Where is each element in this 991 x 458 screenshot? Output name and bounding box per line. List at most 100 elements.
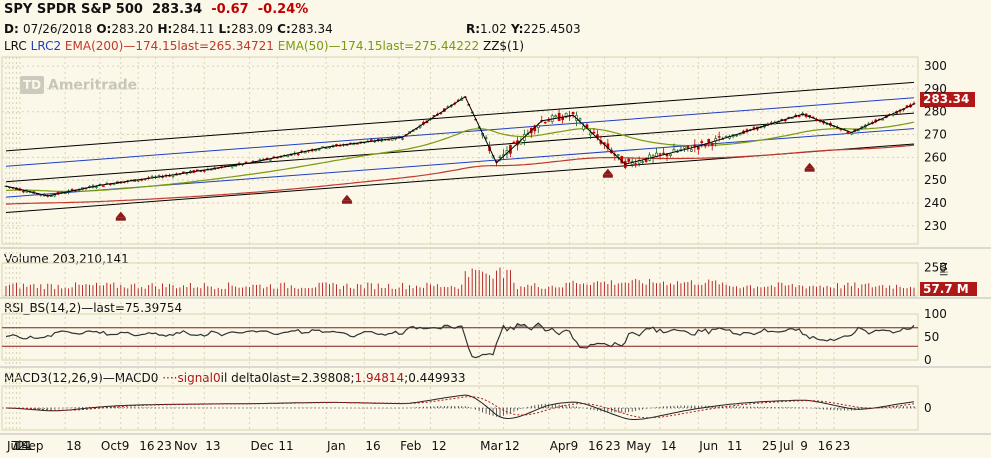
- time-axis-label: 23: [835, 439, 850, 453]
- candle-body: [512, 141, 516, 144]
- time-axis-label: Jul: [6, 439, 21, 453]
- candle-body: [22, 190, 25, 193]
- candle-body: [707, 139, 711, 143]
- ry-row: R:1.02 Y:225.4503: [466, 22, 581, 36]
- time-axis-label: 23: [605, 439, 620, 453]
- rsi-title: RSI_BS(14,2)—last=75.39754: [4, 301, 182, 315]
- price-tick-label: 260: [924, 150, 947, 164]
- ameritrade-wordmark: Ameritrade: [47, 77, 138, 94]
- candle-body: [627, 158, 631, 162]
- lrc-upper-line: [5, 81, 915, 152]
- high-label: H:: [157, 22, 173, 36]
- study-zigzag: ZZ$(1): [482, 39, 525, 53]
- rsi-tick-label: 100: [924, 307, 947, 321]
- delta-label: il delta: [220, 371, 262, 385]
- candle-body: [717, 136, 721, 138]
- open-label: O:: [96, 22, 112, 36]
- time-axis-label: Dec: [251, 439, 274, 453]
- candle-body: [592, 131, 596, 134]
- time-axis-label: 23: [157, 439, 172, 453]
- candle-body: [797, 115, 801, 118]
- time-axis-label: Feb: [400, 439, 421, 453]
- time-axis-label: 12: [431, 439, 446, 453]
- candle-body: [202, 170, 206, 172]
- symbol-name: SPY SPDR S&P 500: [4, 2, 143, 17]
- candle-body: [912, 102, 916, 105]
- symbol-title: SPY SPDR S&P 500 283.34 -0.67 -0.24%: [4, 2, 308, 17]
- candle-body: [498, 156, 502, 159]
- macd-signal-last-value: 1.94814: [354, 371, 405, 385]
- candle-body: [63, 192, 67, 195]
- lrc2-upper-line: [5, 97, 915, 167]
- time-axis-label: 11: [278, 439, 293, 453]
- macd-signal-line: [6, 396, 915, 419]
- signal-label: signal: [177, 371, 214, 385]
- macd-delta-last-value: 0.449933: [408, 371, 466, 385]
- trend-marker-base: [341, 200, 352, 204]
- candle-body: [641, 161, 644, 163]
- time-axis-label: 16: [139, 439, 154, 453]
- candle-body: [571, 112, 575, 115]
- candle-body: [95, 186, 98, 188]
- candle-body: [554, 115, 558, 118]
- close-value: 283.34: [290, 22, 333, 36]
- candle-body: [710, 143, 714, 146]
- candle-body: [735, 134, 738, 137]
- candle-body: [564, 113, 568, 118]
- td-ameritrade-watermark: TD Ameritrade: [20, 76, 137, 94]
- signal-value: 0: [213, 371, 221, 385]
- macd-line: [5, 394, 915, 420]
- delta-value: 0: [261, 371, 270, 385]
- low-label: L:: [218, 22, 231, 36]
- last-price: 283.34: [152, 2, 203, 17]
- time-axis-label: Apr: [550, 439, 571, 453]
- rsi-overbought-fill: [6, 323, 914, 328]
- macd-label: MACD: [114, 371, 151, 385]
- time-axis-label: 16: [818, 439, 833, 453]
- studies-legend: LRC LRC2 EMA(200)—174.15last=265.34721 E…: [4, 39, 525, 53]
- time-axis-label: 11: [727, 439, 742, 453]
- study-lrc: LRC: [4, 39, 27, 53]
- time-axis-label: 12: [504, 439, 519, 453]
- price-change-pct: -0.24%: [257, 2, 309, 17]
- date-label: D:: [4, 22, 19, 36]
- time-axis-label: May: [626, 439, 651, 453]
- time-axis-label: 25: [762, 439, 777, 453]
- r-label: R:: [466, 22, 481, 36]
- time-axis-label: Jul: [778, 439, 793, 453]
- candle-body: [846, 131, 850, 134]
- candle-body: [557, 112, 561, 121]
- candle-body: [519, 141, 523, 145]
- rsi-line: [5, 322, 915, 359]
- trend-marker-base: [115, 217, 126, 221]
- time-axis-label: 16: [588, 439, 603, 453]
- ema50-line: [5, 121, 915, 192]
- candle-body: [317, 148, 321, 151]
- time-axis-label: 14: [661, 439, 676, 453]
- candle-body: [891, 114, 895, 116]
- candle-body: [700, 141, 704, 144]
- candle-body: [102, 185, 105, 187]
- candle-body: [686, 145, 690, 149]
- zigzag-line: [5, 95, 915, 197]
- study-lrc2: LRC2: [30, 39, 62, 53]
- study-ema50-values: 174.15last=275.44222: [340, 39, 480, 53]
- rsi-tick-label: 50: [924, 330, 939, 344]
- candle-body: [369, 139, 373, 141]
- time-axis-label: Nov: [174, 439, 197, 453]
- price-tick-label: 230: [924, 219, 947, 233]
- candle-body: [616, 154, 620, 156]
- candle-body: [536, 125, 540, 128]
- r-value: 1.02: [480, 22, 507, 36]
- ohlc-row: D: 07/26/2018 O:283.20 H:284.11 L:283.09…: [4, 22, 333, 36]
- study-ema200: EMA(200): [64, 39, 124, 53]
- candle-body: [662, 152, 665, 155]
- open-value: 283.20: [111, 22, 154, 36]
- candle-body: [296, 153, 300, 156]
- candle-body: [70, 189, 74, 191]
- candle-body: [49, 195, 53, 197]
- macd-last-label: last=: [269, 371, 301, 385]
- rsi-tick-label: 0: [924, 353, 932, 367]
- price-panel-frame: [1, 56, 919, 245]
